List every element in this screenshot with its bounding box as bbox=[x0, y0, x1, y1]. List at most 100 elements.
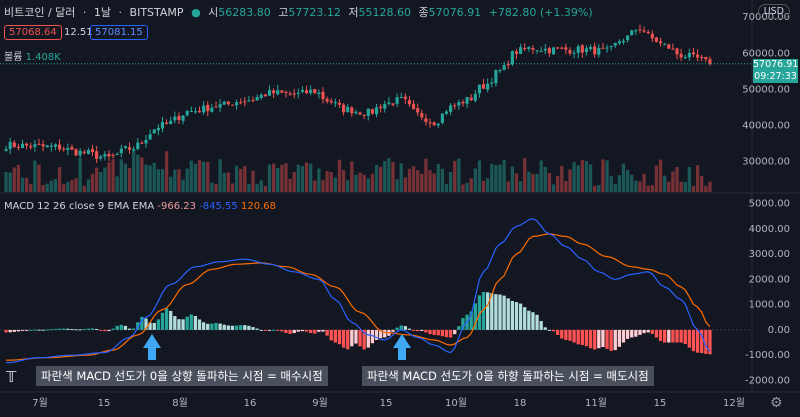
candle-body bbox=[41, 144, 45, 147]
sell-annotation: 파란색 MACD 선도가 0을 하향 돌파하는 시점 = 매도시점 bbox=[362, 366, 654, 386]
volume-bar bbox=[609, 175, 613, 192]
macd-histogram-bar bbox=[251, 327, 255, 330]
volume-bar bbox=[555, 175, 560, 192]
volume-bar bbox=[24, 177, 29, 192]
candle-body bbox=[420, 113, 424, 118]
candle-body bbox=[473, 93, 477, 101]
candle-body bbox=[160, 121, 165, 129]
candle-body bbox=[510, 51, 514, 65]
candle-body bbox=[395, 97, 399, 104]
volume-bar bbox=[440, 168, 445, 192]
macd-histogram-bar bbox=[642, 329, 646, 334]
macd-histogram-bar bbox=[543, 327, 547, 330]
volume-bar bbox=[572, 162, 576, 192]
candle-body bbox=[267, 90, 272, 96]
candle-body bbox=[362, 114, 366, 116]
macd-histogram-bar bbox=[584, 329, 589, 347]
macd-histogram-bar bbox=[518, 303, 523, 330]
candle-body bbox=[650, 33, 654, 39]
volume-bar bbox=[99, 172, 103, 192]
candle-body bbox=[564, 47, 568, 50]
macd-histogram-bar bbox=[506, 298, 510, 330]
volume-bar bbox=[329, 172, 333, 192]
volume-bar bbox=[333, 177, 338, 192]
currency-button[interactable]: USD bbox=[757, 4, 790, 19]
macd-histogram-bar bbox=[695, 329, 700, 353]
volume-bar bbox=[234, 165, 239, 192]
candle-body bbox=[177, 116, 181, 121]
volume-bar bbox=[263, 185, 268, 192]
volume-bar bbox=[704, 185, 708, 192]
candle-body bbox=[498, 70, 502, 72]
volume-bar bbox=[230, 183, 235, 192]
candle-body bbox=[12, 142, 16, 147]
candle-body bbox=[206, 104, 210, 112]
volume-bar bbox=[255, 184, 259, 192]
macd-histogram-bar bbox=[683, 329, 687, 345]
macd-histogram-bar bbox=[613, 329, 617, 351]
macd-legend[interactable]: MACD 12 26 close 9 EMA EMA -966.23 -845.… bbox=[4, 201, 276, 212]
settings-gear-icon[interactable]: ⚙ bbox=[770, 395, 783, 411]
status-dot-icon: ● bbox=[191, 6, 201, 19]
volume-bar bbox=[201, 161, 206, 192]
volume-bar bbox=[148, 165, 152, 192]
candle-body bbox=[239, 102, 243, 104]
candle-body bbox=[556, 47, 560, 49]
volume-bar bbox=[370, 173, 375, 192]
volume-bar bbox=[251, 170, 255, 192]
price-tick-label: 70000.00 bbox=[742, 12, 790, 23]
macd-histogram-bar bbox=[333, 329, 338, 343]
volume-bar bbox=[280, 164, 284, 192]
interval-label[interactable]: 1날 bbox=[93, 6, 112, 19]
macd-histogram-bar bbox=[646, 329, 650, 333]
volume-bar bbox=[399, 163, 403, 192]
candle-body bbox=[654, 37, 658, 42]
volume-bar bbox=[325, 170, 329, 192]
volume-bar bbox=[292, 172, 296, 192]
volume-bar bbox=[218, 159, 222, 192]
volume-bar bbox=[498, 164, 502, 192]
macd-histogram-bar bbox=[321, 329, 325, 332]
candle-body bbox=[514, 51, 519, 54]
bid-price-box[interactable]: 57068.64 bbox=[4, 25, 62, 40]
macd-histogram-bar bbox=[687, 329, 692, 348]
candle-body bbox=[609, 45, 613, 47]
candle-body bbox=[461, 101, 465, 104]
volume-bar bbox=[490, 163, 494, 192]
macd-histogram-bar bbox=[132, 328, 136, 330]
macd-histogram-bar bbox=[370, 329, 375, 344]
macd-histogram-bar bbox=[230, 325, 235, 330]
macd-histogram-bar bbox=[267, 329, 272, 331]
macd-histogram-bar bbox=[469, 311, 473, 330]
macd-histogram-bar bbox=[555, 329, 560, 335]
volume-bar bbox=[37, 164, 41, 192]
macd-histogram-bar bbox=[362, 329, 366, 350]
candle-body bbox=[230, 104, 235, 106]
volume-bar bbox=[214, 183, 218, 192]
volume-bar bbox=[276, 168, 280, 192]
volume-bar bbox=[181, 179, 185, 192]
candle-body bbox=[407, 100, 412, 105]
volume-bar bbox=[469, 178, 473, 192]
symbol-name[interactable]: 비트코인 / 달러 bbox=[4, 6, 76, 19]
time-tick-label: 18 bbox=[514, 398, 527, 409]
candle-body bbox=[218, 104, 222, 108]
ask-price-box[interactable]: 57081.15 bbox=[90, 25, 148, 40]
volume-bar bbox=[424, 158, 428, 192]
volume-bar bbox=[597, 185, 601, 192]
volume-bar bbox=[309, 163, 313, 192]
candle-body bbox=[465, 97, 469, 104]
macd-histogram-bar bbox=[103, 329, 107, 332]
candle-body bbox=[181, 115, 185, 121]
macd-histogram-bar bbox=[527, 310, 531, 330]
open-label: 시 bbox=[208, 6, 219, 19]
volume-bar bbox=[193, 163, 198, 192]
candle-body bbox=[630, 30, 634, 36]
volume-bar bbox=[4, 172, 8, 192]
volume-bar bbox=[432, 173, 436, 192]
candle-body bbox=[572, 52, 576, 54]
candle-body bbox=[531, 48, 535, 50]
macd-histogram-bar bbox=[8, 329, 12, 333]
volume-bar bbox=[53, 179, 58, 192]
